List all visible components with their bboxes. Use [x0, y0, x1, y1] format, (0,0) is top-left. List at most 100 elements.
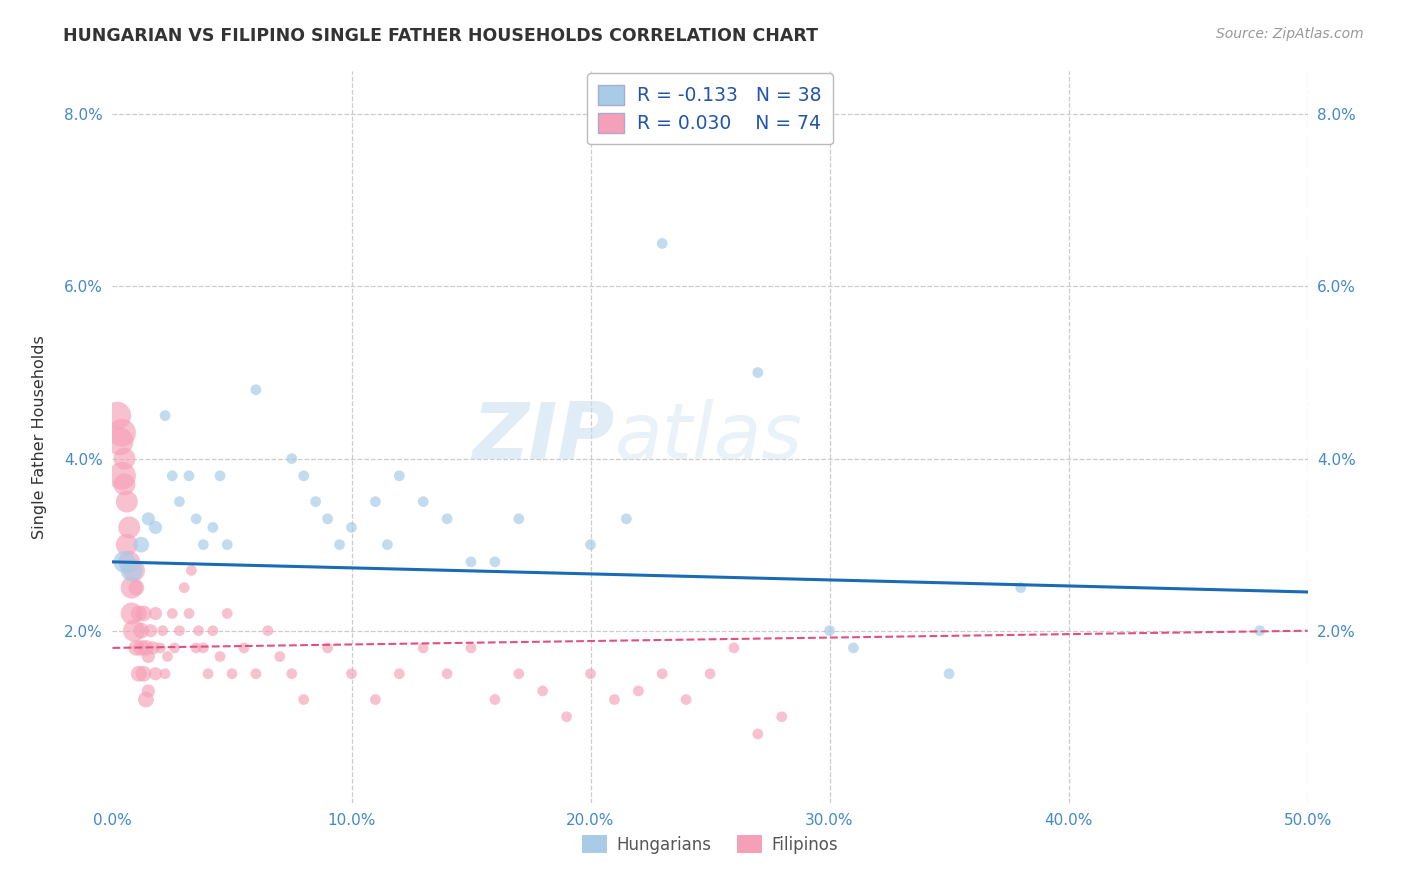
- Point: [129, 538, 152, 552]
- Point: [245, 383, 267, 397]
- Point: [436, 512, 458, 526]
- Point: [121, 564, 143, 578]
- Point: [616, 512, 638, 526]
- Point: [627, 684, 650, 698]
- Point: [138, 649, 160, 664]
- Point: [169, 624, 191, 638]
- Point: [723, 640, 745, 655]
- Point: [257, 624, 280, 638]
- Point: [201, 624, 224, 638]
- Point: [145, 607, 167, 621]
- Legend: Hungarians, Filipinos: Hungarians, Filipinos: [575, 829, 845, 860]
- Point: [162, 607, 183, 621]
- Point: [651, 666, 673, 681]
- Point: [364, 494, 387, 508]
- Point: [105, 409, 128, 423]
- Point: [173, 581, 195, 595]
- Point: [603, 692, 626, 706]
- Point: [186, 640, 208, 655]
- Text: ZIP: ZIP: [472, 399, 614, 475]
- Point: [115, 538, 138, 552]
- Point: [316, 512, 339, 526]
- Point: [579, 666, 602, 681]
- Point: [201, 520, 224, 534]
- Point: [364, 692, 387, 706]
- Point: [842, 640, 865, 655]
- Point: [217, 538, 239, 552]
- Point: [1010, 581, 1032, 595]
- Point: [163, 640, 186, 655]
- Point: [115, 494, 138, 508]
- Point: [388, 666, 411, 681]
- Point: [233, 640, 256, 655]
- Point: [114, 555, 135, 569]
- Point: [125, 640, 148, 655]
- Point: [122, 564, 145, 578]
- Point: [770, 710, 793, 724]
- Point: [153, 409, 176, 423]
- Point: [281, 666, 304, 681]
- Point: [508, 512, 530, 526]
- Point: [152, 624, 174, 638]
- Point: [340, 520, 363, 534]
- Point: [132, 607, 155, 621]
- Point: [114, 451, 135, 466]
- Point: [108, 434, 131, 449]
- Point: [531, 684, 554, 698]
- Point: [436, 666, 458, 681]
- Point: [388, 468, 411, 483]
- Point: [292, 692, 315, 706]
- Point: [118, 555, 141, 569]
- Point: [651, 236, 673, 251]
- Point: [221, 666, 243, 681]
- Point: [412, 494, 434, 508]
- Point: [460, 555, 482, 569]
- Point: [122, 624, 145, 638]
- Point: [145, 666, 167, 681]
- Point: [180, 564, 202, 578]
- Point: [142, 640, 165, 655]
- Point: [114, 477, 135, 491]
- Point: [579, 538, 602, 552]
- Point: [818, 624, 841, 638]
- Point: [305, 494, 328, 508]
- Point: [128, 607, 150, 621]
- Point: [145, 520, 167, 534]
- Point: [197, 666, 219, 681]
- Point: [149, 640, 172, 655]
- Point: [329, 538, 352, 552]
- Text: HUNGARIAN VS FILIPINO SINGLE FATHER HOUSEHOLDS CORRELATION CHART: HUNGARIAN VS FILIPINO SINGLE FATHER HOUS…: [63, 27, 818, 45]
- Point: [460, 640, 482, 655]
- Point: [508, 666, 530, 681]
- Point: [484, 692, 506, 706]
- Point: [138, 684, 160, 698]
- Point: [209, 649, 232, 664]
- Point: [139, 624, 162, 638]
- Point: [245, 666, 267, 681]
- Point: [111, 425, 134, 440]
- Point: [177, 607, 200, 621]
- Point: [292, 468, 315, 483]
- Point: [938, 666, 960, 681]
- Point: [135, 640, 157, 655]
- Point: [125, 581, 148, 595]
- Point: [129, 624, 152, 638]
- Point: [269, 649, 291, 664]
- Point: [153, 666, 176, 681]
- Point: [699, 666, 721, 681]
- Point: [412, 640, 434, 655]
- Point: [156, 649, 179, 664]
- Y-axis label: Single Father Households: Single Father Households: [32, 335, 48, 539]
- Point: [118, 520, 141, 534]
- Point: [193, 640, 215, 655]
- Point: [377, 538, 399, 552]
- Point: [138, 512, 160, 526]
- Point: [135, 692, 157, 706]
- Point: [209, 468, 232, 483]
- Point: [747, 366, 769, 380]
- Point: [162, 468, 183, 483]
- Point: [121, 581, 143, 595]
- Point: [675, 692, 697, 706]
- Point: [111, 468, 134, 483]
- Text: Source: ZipAtlas.com: Source: ZipAtlas.com: [1216, 27, 1364, 41]
